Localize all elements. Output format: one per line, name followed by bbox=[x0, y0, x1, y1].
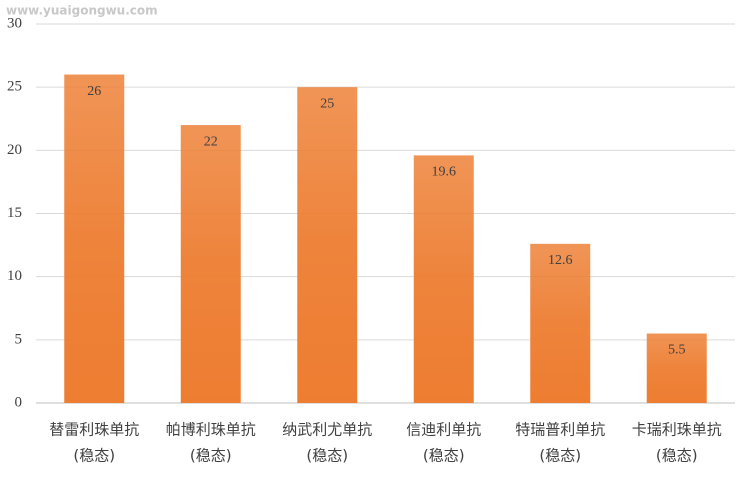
watermark: www.yuaigongwu.com bbox=[6, 4, 158, 18]
value-label: 19.6 bbox=[432, 165, 457, 180]
bar bbox=[297, 87, 358, 404]
x-tick-label: (稳态) bbox=[539, 447, 581, 465]
y-tick-label: 10 bbox=[7, 268, 22, 284]
bar bbox=[646, 333, 707, 403]
value-label: 26 bbox=[87, 84, 101, 99]
y-tick-label: 20 bbox=[7, 142, 22, 158]
value-label: 5.5 bbox=[668, 343, 686, 358]
x-tick-label: 特瑞普利单抗 bbox=[515, 421, 605, 439]
x-tick-label: (稳态) bbox=[306, 447, 348, 465]
y-tick-label: 30 bbox=[7, 15, 22, 31]
x-tick-label: 纳武利尤单抗 bbox=[282, 421, 372, 439]
y-tick-label: 15 bbox=[7, 205, 22, 221]
value-label: 25 bbox=[320, 96, 334, 111]
bar bbox=[413, 155, 474, 403]
x-tick-label: (稳态) bbox=[190, 447, 232, 465]
bar bbox=[530, 243, 591, 403]
bar bbox=[180, 125, 241, 404]
y-tick-label: 0 bbox=[15, 394, 23, 410]
x-tick-label: (稳态) bbox=[423, 447, 465, 465]
bar bbox=[64, 74, 125, 404]
x-tick-label: (稳态) bbox=[73, 447, 115, 465]
x-tick-label: 信迪利单抗 bbox=[406, 421, 481, 439]
value-label: 12.6 bbox=[548, 253, 573, 268]
x-tick-label: 卡瑞利珠单抗 bbox=[632, 421, 722, 439]
x-tick-label: 替雷利珠单抗 bbox=[49, 421, 139, 439]
x-tick-label: (稳态) bbox=[656, 447, 698, 465]
x-tick-label: 帕博利珠单抗 bbox=[166, 421, 256, 439]
value-label: 22 bbox=[204, 134, 218, 149]
y-tick-label: 25 bbox=[7, 79, 22, 95]
y-tick-label: 5 bbox=[15, 331, 23, 347]
